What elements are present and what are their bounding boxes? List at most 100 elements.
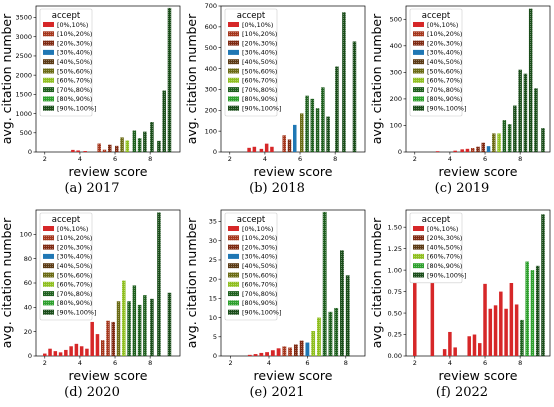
bar (90, 321, 94, 356)
x-tick-label: 8 (333, 155, 337, 163)
legend-swatch (413, 226, 424, 231)
x-tick-label: 6 (483, 359, 487, 367)
legend-swatch (413, 105, 424, 111)
y-tick-label: 0.25 (388, 331, 402, 339)
legend-swatch (228, 309, 239, 315)
bar (102, 149, 107, 152)
bar (352, 41, 357, 153)
legend-label: [60%,70%) (242, 281, 277, 289)
y-tick-label: 0 (213, 352, 217, 360)
legend-label: [20%,30%) (242, 39, 277, 47)
legend-swatch (228, 40, 239, 46)
legend-label: [0%,10%) (427, 21, 458, 29)
bar (43, 353, 47, 356)
legend-swatch (228, 300, 239, 306)
legend-label: [70%,80%) (242, 86, 277, 94)
legend-swatch (228, 105, 239, 111)
y-tick-label: 2500 (15, 52, 32, 60)
y-axis-title: avg. citation number (184, 13, 199, 144)
legend-swatch (43, 49, 54, 55)
bar (85, 348, 89, 356)
bar (467, 336, 471, 356)
bar (514, 304, 519, 356)
bar (499, 291, 503, 356)
legend-swatch (43, 68, 54, 74)
legend-label: [30%,40%) (242, 49, 277, 57)
bar (108, 144, 112, 152)
x-axis-title: review score (69, 164, 148, 179)
x-tick-label: 4 (78, 359, 82, 367)
y-tick-label: 10 (209, 314, 217, 322)
x-axis-title: review score (439, 368, 518, 383)
legend-label: [90%,100%] (427, 271, 467, 279)
bar (299, 340, 304, 356)
legend-label: [80%,90%) (427, 95, 462, 103)
bar (157, 140, 161, 152)
x-tick-label: 2 (228, 155, 232, 163)
bar (122, 280, 126, 356)
y-tick-label: 5 (213, 333, 217, 341)
bar (435, 151, 440, 152)
bar (48, 348, 52, 356)
bar (247, 354, 252, 356)
bar (137, 304, 142, 356)
y-axis-title: avg. citation number (0, 13, 14, 144)
legend-label: [50%,60%) (242, 67, 277, 75)
bar (53, 351, 58, 356)
x-tick-label: 8 (518, 359, 522, 367)
y-tick-label: 1500 (15, 91, 32, 99)
bar (534, 88, 538, 152)
bar (264, 143, 269, 152)
legend-swatch (413, 235, 424, 241)
bar (535, 265, 540, 356)
bar (293, 344, 298, 356)
legend-swatch (228, 22, 239, 27)
legend-swatch (43, 40, 54, 46)
bar (69, 346, 73, 356)
legend-label: [30%,40%) (427, 49, 462, 57)
bar (115, 145, 119, 152)
subfigure-caption: (a) 2017 (64, 181, 120, 196)
bar (478, 343, 482, 356)
legend-label: [10%,20%) (242, 234, 277, 242)
bar (470, 148, 475, 152)
bar (493, 305, 498, 356)
legend-label: [0%,10%) (427, 225, 458, 233)
legend-label: [90%,100%] (242, 309, 282, 317)
legend-label: [0%,10%) (57, 21, 88, 29)
legend-label: [60%,70%) (427, 253, 462, 261)
legend-label: [70%,80%) (242, 290, 277, 298)
bar (64, 349, 68, 356)
y-tick-label: 25 (209, 256, 217, 264)
bar (252, 146, 257, 152)
legend-title: accept (237, 11, 266, 21)
legend-label: [40%,50%) (427, 58, 462, 66)
legend-label: [60%,70%) (57, 77, 92, 85)
y-tick-label: 100 (20, 231, 32, 239)
x-tick-label: 6 (113, 155, 117, 163)
legend-swatch (228, 291, 239, 297)
y-tick-label: 300 (205, 86, 217, 94)
legend-label: [80%,90%) (242, 299, 277, 307)
x-tick-label: 4 (263, 155, 267, 163)
bar (430, 270, 435, 356)
legend-title: accept (52, 11, 81, 21)
legend-swatch (43, 272, 54, 278)
bar (476, 146, 480, 152)
bar (71, 149, 75, 152)
bar (497, 133, 501, 152)
legend-label: [80%,90%) (57, 299, 92, 307)
x-tick-label: 6 (298, 155, 302, 163)
y-tick-label: 15 (209, 295, 217, 303)
bar (79, 346, 84, 356)
legend-title: accept (422, 215, 451, 225)
legend-swatch (43, 309, 54, 315)
bar (520, 319, 524, 356)
legend-swatch (413, 31, 424, 37)
y-tick-label: 60 (24, 279, 32, 287)
bar (143, 131, 147, 152)
legend-swatch (43, 235, 54, 241)
legend-label: [40%,50%) (242, 58, 277, 66)
bar (288, 347, 293, 356)
